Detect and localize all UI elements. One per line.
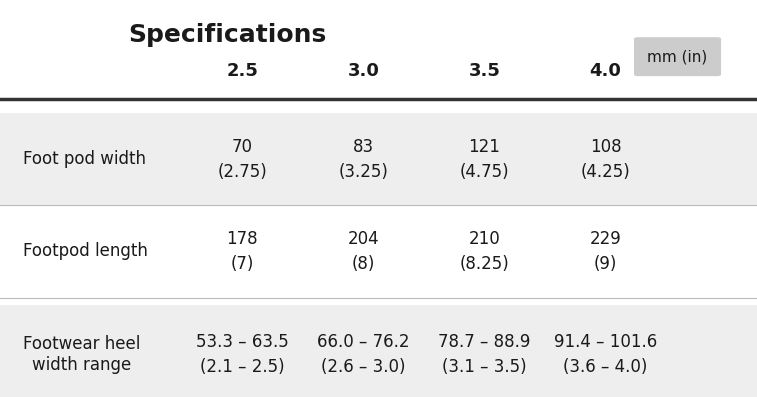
Text: 4.0: 4.0 <box>590 62 621 80</box>
Text: Specifications: Specifications <box>128 23 326 47</box>
Bar <box>0 114 757 205</box>
Text: 121
(4.75): 121 (4.75) <box>459 138 509 181</box>
Text: 78.7 – 88.9
(3.1 – 3.5): 78.7 – 88.9 (3.1 – 3.5) <box>438 333 531 376</box>
Text: Foot pod width: Foot pod width <box>23 150 145 168</box>
Text: 53.3 – 63.5
(2.1 – 2.5): 53.3 – 63.5 (2.1 – 2.5) <box>196 333 288 376</box>
Text: 91.4 – 101.6
(3.6 – 4.0): 91.4 – 101.6 (3.6 – 4.0) <box>554 333 657 376</box>
Text: Footwear heel
width range: Footwear heel width range <box>23 335 140 374</box>
Text: 3.0: 3.0 <box>347 62 379 80</box>
Text: 178
(7): 178 (7) <box>226 230 258 273</box>
Bar <box>0 304 757 397</box>
Text: 2.5: 2.5 <box>226 62 258 80</box>
Text: 3.5: 3.5 <box>469 62 500 80</box>
Text: 210
(8.25): 210 (8.25) <box>459 230 509 273</box>
Text: 204
(8): 204 (8) <box>347 230 379 273</box>
Text: mm (in): mm (in) <box>647 49 708 64</box>
FancyBboxPatch shape <box>634 37 721 76</box>
Text: 83
(3.25): 83 (3.25) <box>338 138 388 181</box>
Text: 66.0 – 76.2
(2.6 – 3.0): 66.0 – 76.2 (2.6 – 3.0) <box>317 333 410 376</box>
Text: 70
(2.75): 70 (2.75) <box>217 138 267 181</box>
Text: Footpod length: Footpod length <box>23 243 148 260</box>
Text: 229
(9): 229 (9) <box>590 230 621 273</box>
Text: 108
(4.25): 108 (4.25) <box>581 138 631 181</box>
